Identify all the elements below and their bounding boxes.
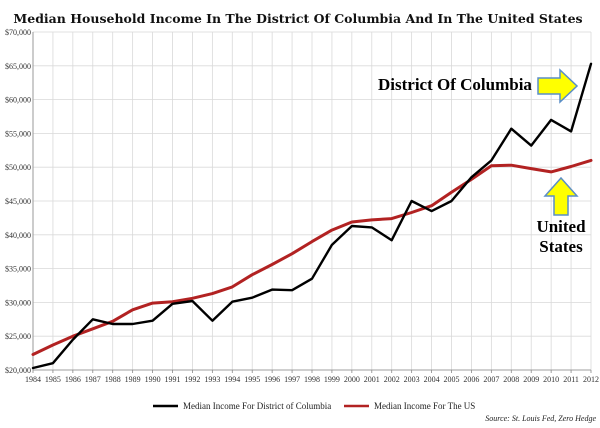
series-line-us	[31, 158, 593, 356]
us-callout-label-line2: States	[539, 237, 583, 256]
source-note: Source: St. Louis Fed, Zero Hedge	[485, 414, 596, 423]
x-tick-label: 1991	[165, 375, 181, 384]
x-tick-label: 1984	[25, 375, 41, 384]
x-tick-label: 2002	[384, 375, 400, 384]
y-tick-label: $25,000	[5, 332, 31, 341]
x-tick-label: 1995	[244, 375, 260, 384]
x-tick-label: 1985	[45, 375, 61, 384]
y-tick-label: $65,000	[5, 62, 31, 71]
y-tick-labels: $20,000 $25,000 $30,000 $35,000 $40,000 $45,0…	[5, 28, 31, 375]
legend-label-us: Median Income For The US	[374, 401, 475, 411]
us-callout-label-line1: United	[536, 217, 586, 236]
x-tick-label: 2000	[344, 375, 360, 384]
axes	[32, 32, 592, 373]
x-tick-label: 2009	[523, 375, 539, 384]
dc-callout-label: District Of Columbia	[378, 75, 532, 94]
x-tick-label: 2005	[444, 375, 460, 384]
x-tick-label: 2011	[563, 375, 579, 384]
series-line-dc	[31, 62, 593, 370]
x-tick-label: 2003	[404, 375, 420, 384]
y-tick-label: $35,000	[5, 265, 31, 274]
x-tick-label: 2004	[424, 375, 440, 384]
x-tick-label: 1992	[184, 375, 200, 384]
x-tick-label: 1986	[65, 375, 81, 384]
chart-title: Median Household Income In The District …	[13, 11, 582, 26]
x-tick-label: 1987	[85, 375, 101, 384]
x-tick-label: 1988	[105, 375, 121, 384]
x-tick-labels: 1984 1985 1986 1987 1988 1989 1990 1991 1992 1993…	[25, 375, 599, 384]
x-tick-label: 2001	[364, 375, 380, 384]
x-tick-label: 1994	[224, 375, 240, 384]
y-tick-label: $55,000	[5, 129, 31, 138]
y-tick-label: $40,000	[5, 231, 31, 240]
series-lines	[31, 62, 593, 370]
x-tick-label: 1996	[264, 375, 280, 384]
x-tick-label: 1989	[125, 375, 141, 384]
y-tick-label: $20,000	[5, 366, 31, 375]
x-tick-label: 1999	[324, 375, 340, 384]
dc-callout: District Of Columbia	[378, 68, 579, 104]
x-tick-label: 1997	[284, 375, 300, 384]
x-tick-label: 1990	[145, 375, 161, 384]
x-tick-label: 2006	[463, 375, 479, 384]
y-tick-label: $45,000	[5, 197, 31, 206]
x-tick-label: 1998	[304, 375, 320, 384]
legend-label-dc: Median Income For District of Columbia	[183, 401, 331, 411]
right-arrow-icon	[537, 68, 579, 104]
x-tick-label: 2008	[503, 375, 519, 384]
y-tick-label: $30,000	[5, 298, 31, 307]
up-arrow-icon	[543, 176, 579, 216]
x-tick-label: 2010	[543, 375, 559, 384]
x-tick-label: 2012	[583, 375, 599, 384]
x-tick-label: 2007	[483, 375, 499, 384]
x-tick-label: 1993	[204, 375, 220, 384]
y-tick-label: $70,000	[5, 28, 31, 37]
y-tick-label: $60,000	[5, 96, 31, 105]
legend: Median Income For District of Columbia M…	[153, 401, 475, 411]
us-callout: United States	[536, 176, 586, 256]
y-tick-label: $50,000	[5, 163, 31, 172]
